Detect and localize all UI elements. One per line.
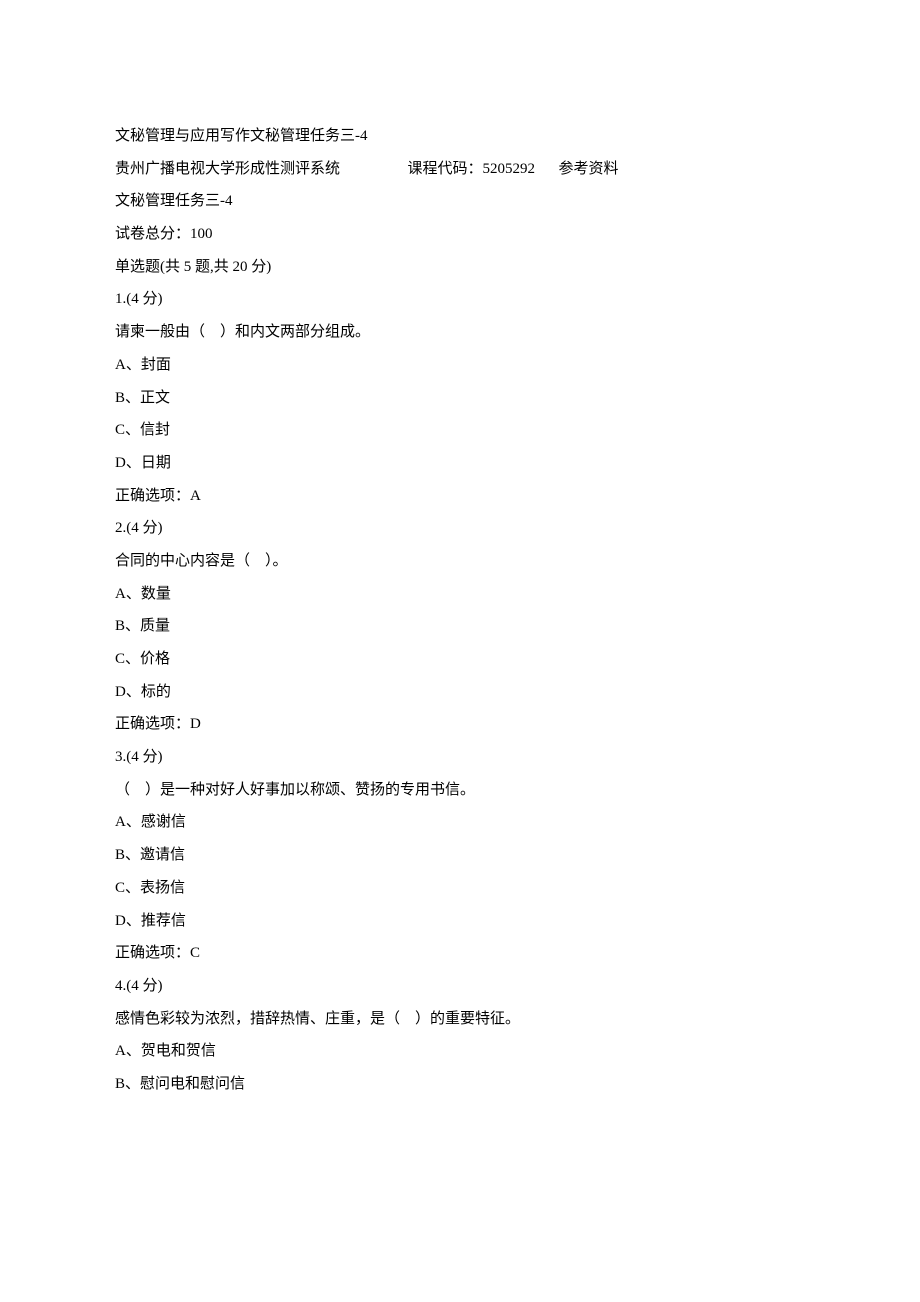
question-answer: 正确选项：A [115, 480, 805, 513]
question-option: B、正文 [115, 382, 805, 415]
question-number: 4.(4 分) [115, 970, 805, 1003]
question-option: D、日期 [115, 447, 805, 480]
doc-title: 文秘管理与应用写作文秘管理任务三-4 [115, 120, 805, 153]
question-number: 3.(4 分) [115, 741, 805, 774]
reference-label: 参考资料 [559, 161, 619, 177]
institution: 贵州广播电视大学形成性测评系统 [115, 161, 340, 177]
question-stem: 合同的中心内容是（ ）。 [115, 545, 805, 578]
question-option: B、质量 [115, 610, 805, 643]
question-option: C、表扬信 [115, 872, 805, 905]
question-option: A、贺电和贺信 [115, 1035, 805, 1068]
question-stem: （ ）是一种对好人好事加以称颂、赞扬的专用书信。 [115, 774, 805, 807]
doc-header-line: 贵州广播电视大学形成性测评系统 课程代码：5205292 参考资料 [115, 153, 805, 186]
question-option: D、标的 [115, 676, 805, 709]
total-score: 试卷总分：100 [115, 218, 805, 251]
question-option: C、价格 [115, 643, 805, 676]
question-number: 1.(4 分) [115, 283, 805, 316]
task-name: 文秘管理任务三-4 [115, 185, 805, 218]
course-code: 5205292 [483, 161, 536, 177]
questions-container: 1.(4 分)请柬一般由（ ）和内文两部分组成。A、封面B、正文C、信封D、日期… [115, 283, 805, 1100]
question-stem: 感情色彩较为浓烈，措辞热情、庄重，是（ ）的重要特征。 [115, 1003, 805, 1036]
document-page: 文秘管理与应用写作文秘管理任务三-4 贵州广播电视大学形成性测评系统 课程代码：… [0, 0, 920, 1161]
question-answer: 正确选项：D [115, 708, 805, 741]
question-stem: 请柬一般由（ ）和内文两部分组成。 [115, 316, 805, 349]
question-option: D、推荐信 [115, 905, 805, 938]
question-option: A、封面 [115, 349, 805, 382]
section-header: 单选题(共 5 题,共 20 分) [115, 251, 805, 284]
course-label: 课程代码： [408, 161, 483, 177]
question-option: B、慰问电和慰问信 [115, 1068, 805, 1101]
question-number: 2.(4 分) [115, 512, 805, 545]
question-option: A、感谢信 [115, 806, 805, 839]
question-option: B、邀请信 [115, 839, 805, 872]
question-option: C、信封 [115, 414, 805, 447]
question-answer: 正确选项：C [115, 937, 805, 970]
question-option: A、数量 [115, 578, 805, 611]
